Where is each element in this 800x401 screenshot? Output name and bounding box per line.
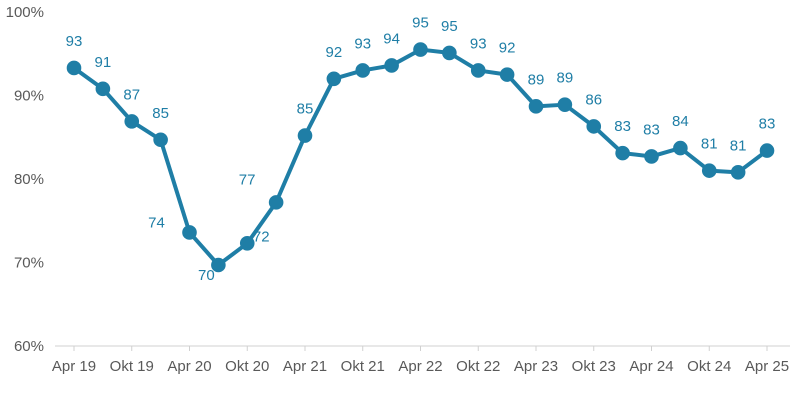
data-point	[499, 67, 515, 82]
x-tick-label: Okt 24	[687, 358, 731, 375]
x-tick-label: Apr 24	[629, 358, 673, 375]
data-point	[297, 128, 313, 143]
data-point	[470, 63, 486, 78]
x-tick-label: Okt 22	[456, 358, 500, 375]
data-label: 91	[95, 54, 112, 71]
data-point	[644, 149, 659, 164]
data-label: 83	[643, 121, 660, 138]
data-point	[153, 132, 168, 148]
data-label: 83	[759, 116, 776, 133]
data-label: 94	[383, 30, 400, 47]
data-points	[66, 42, 775, 273]
data-label: 95	[412, 15, 429, 32]
data-point	[586, 119, 602, 134]
y-axis-labels: 60% 70% 80% 90% 100%	[6, 4, 44, 355]
x-tick-label: Apr 19	[52, 358, 96, 375]
x-tick-label: Okt 19	[110, 358, 154, 375]
data-label: 85	[152, 105, 169, 122]
data-point	[384, 58, 399, 73]
data-point	[124, 114, 140, 129]
x-axis-labels: Apr 19 Okt 19 Apr 20 Okt 20 Apr 21 Okt 21 Apr …	[52, 346, 789, 375]
data-labels: 93 91 87 85 74 70 72 77 85 92 93 94 95 95 93 92 89 89 86 83…	[66, 15, 776, 284]
data-point	[528, 99, 544, 114]
data-point	[268, 195, 284, 210]
data-label: 74	[148, 214, 165, 231]
data-label: 93	[66, 33, 83, 50]
y-tick-label: 90%	[14, 88, 44, 105]
x-tick-label: Okt 20	[225, 358, 269, 375]
series-line-group	[72, 47, 769, 268]
data-point	[413, 42, 428, 57]
x-tick-label: Apr 20	[167, 358, 211, 375]
data-point	[701, 163, 717, 178]
data-label: 89	[528, 71, 545, 88]
data-label: 95	[441, 18, 458, 35]
y-tick-label: 100%	[6, 4, 44, 21]
data-label: 93	[354, 35, 371, 52]
data-point	[182, 225, 197, 240]
y-tick-label: 60%	[14, 338, 44, 355]
data-label: 84	[672, 113, 689, 130]
x-tick-label: Apr 25	[745, 358, 789, 375]
data-point	[95, 81, 111, 97]
data-point	[673, 140, 688, 156]
data-point	[557, 97, 573, 112]
data-label: 87	[123, 86, 140, 103]
series-line	[72, 47, 769, 268]
x-tick-label: Okt 21	[341, 358, 385, 375]
data-point	[326, 71, 342, 87]
data-point	[66, 60, 82, 76]
data-label: 77	[239, 171, 256, 188]
data-label: 72	[253, 228, 270, 245]
data-label: 93	[470, 35, 487, 52]
data-point	[615, 145, 630, 161]
data-label: 81	[701, 136, 718, 153]
data-point	[239, 235, 255, 251]
data-label: 86	[585, 91, 602, 108]
data-label: 89	[557, 70, 574, 87]
data-label: 92	[499, 40, 516, 57]
data-label: 70	[198, 267, 215, 284]
x-tick-label: Apr 23	[514, 358, 558, 375]
data-label: 83	[614, 118, 631, 135]
x-tick-label: Apr 21	[283, 358, 327, 375]
data-label: 85	[297, 101, 314, 118]
y-tick-label: 70%	[14, 255, 44, 272]
data-point	[211, 257, 226, 273]
x-tick-label: Okt 23	[572, 358, 616, 375]
data-point	[355, 63, 371, 78]
y-tick-label: 80%	[14, 171, 44, 188]
data-label: 81	[730, 137, 747, 154]
data-label: 92	[326, 44, 343, 61]
data-point	[759, 143, 775, 158]
data-point	[730, 165, 746, 180]
data-point	[442, 45, 457, 61]
x-tick-label: Apr 22	[398, 358, 442, 375]
